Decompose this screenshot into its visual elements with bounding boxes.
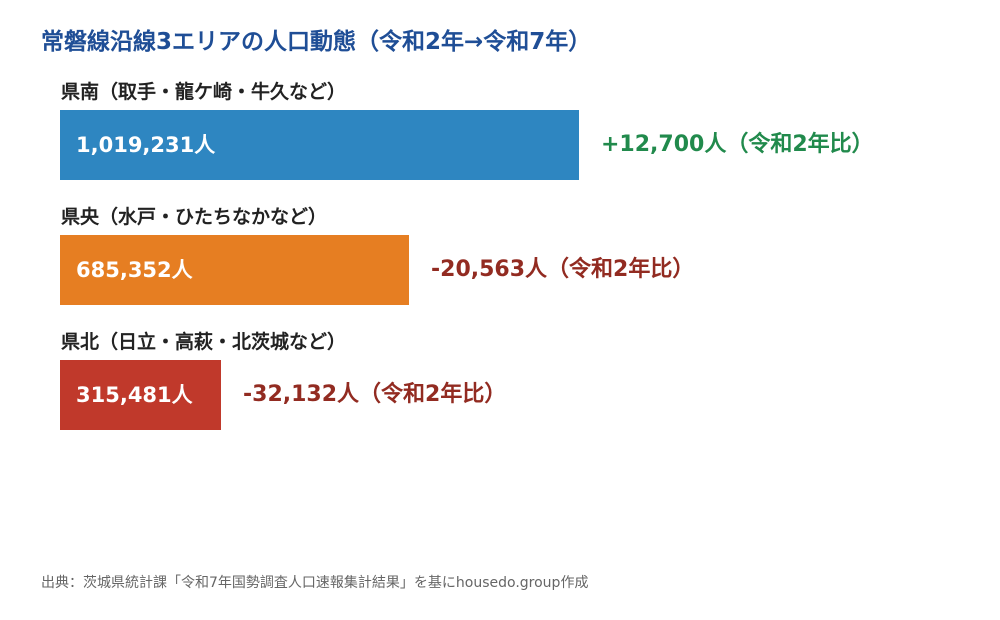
change-label: -32,132人（令和2年比） (243, 382, 507, 407)
change-label: -20,563人（令和2年比） (431, 257, 695, 282)
region-label: 県南（取手・龍ケ崎・牛久など） (61, 81, 347, 103)
bar: 1,019,231人 (60, 110, 579, 180)
bar-value-label: 685,352人 (76, 258, 193, 282)
source-note: 出典：茨城県統計課「令和7年国勢調査人口速報集計結果」を基にhousedo.gr… (41, 575, 589, 591)
bar-value-label: 315,481人 (76, 383, 193, 407)
region-label: 県央（水戸・ひたちなかなど） (61, 206, 328, 228)
region-label: 県北（日立・高萩・北茨城など） (61, 331, 347, 353)
bar: 685,352人 (60, 235, 409, 305)
bar-value-label: 1,019,231人 (76, 133, 216, 157)
bar: 315,481人 (60, 360, 221, 430)
change-label: +12,700人（令和2年比） (601, 132, 874, 157)
chart-title: 常磐線沿線3エリアの人口動態（令和2年→令和7年） (41, 29, 592, 55)
